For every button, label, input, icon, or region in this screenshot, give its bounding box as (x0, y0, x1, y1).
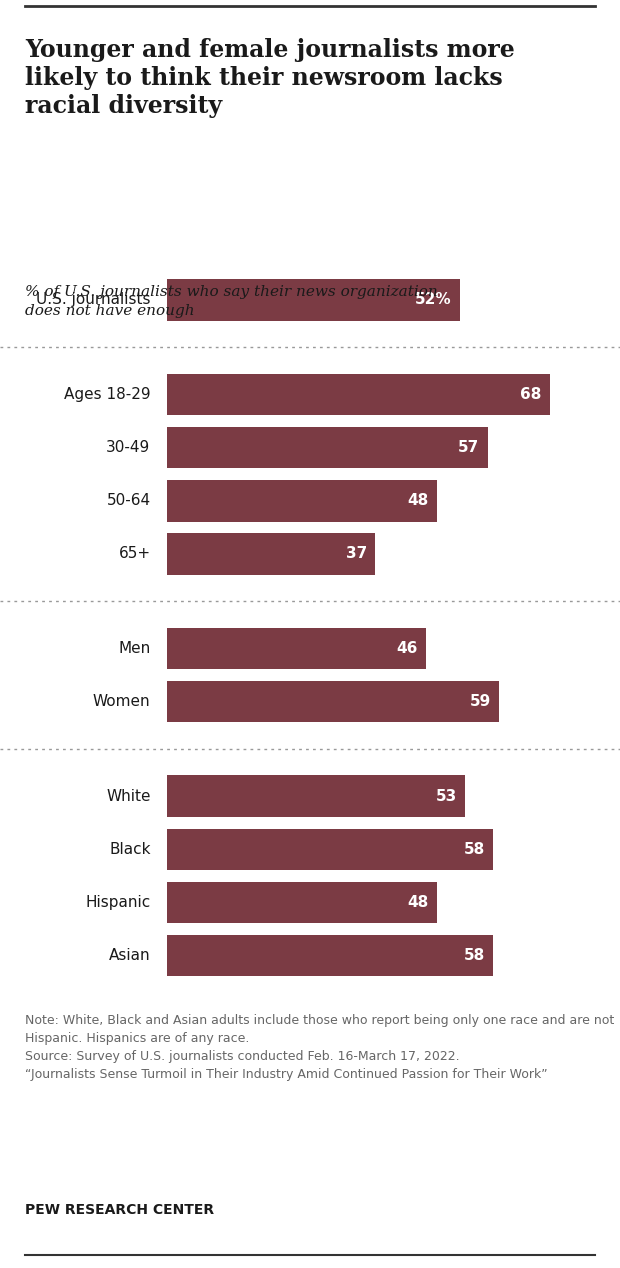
Text: 30-49: 30-49 (106, 440, 151, 455)
Bar (167, 776, 466, 817)
Text: White: White (106, 789, 151, 804)
Text: 68: 68 (520, 387, 541, 402)
Bar (167, 479, 437, 521)
Text: 50-64: 50-64 (107, 493, 151, 508)
Text: Hispanic: Hispanic (86, 895, 151, 910)
Bar (167, 881, 437, 923)
Text: 48: 48 (407, 493, 429, 508)
Text: 53: 53 (436, 789, 457, 804)
Bar (167, 279, 459, 321)
Text: 65+: 65+ (118, 547, 151, 562)
Text: 48: 48 (407, 895, 429, 910)
Text: Black: Black (109, 842, 151, 857)
Text: 59: 59 (469, 694, 490, 709)
Bar (167, 935, 494, 976)
Bar (167, 374, 550, 416)
Text: 58: 58 (464, 842, 485, 857)
Text: 46: 46 (396, 642, 417, 656)
Text: Asian: Asian (109, 948, 151, 962)
Text: Younger and female journalists more
likely to think their newsroom lacks
racial : Younger and female journalists more like… (25, 38, 515, 118)
Text: 57: 57 (458, 440, 479, 455)
Text: Men: Men (118, 642, 151, 656)
Bar (167, 828, 494, 870)
Bar (167, 427, 488, 468)
Bar (167, 681, 499, 723)
Text: Note: White, Black and Asian adults include those who report being only one race: Note: White, Black and Asian adults incl… (25, 1014, 614, 1082)
Text: 37: 37 (346, 547, 367, 562)
Text: % of U.S. journalists who say their news organization
does not have enough: % of U.S. journalists who say their news… (25, 285, 438, 318)
Bar (167, 533, 375, 574)
Bar (167, 628, 426, 670)
Text: 52%: 52% (415, 293, 451, 307)
Text: Ages 18-29: Ages 18-29 (64, 387, 151, 402)
Text: U.S. journalists: U.S. journalists (36, 293, 151, 307)
Text: Women: Women (93, 694, 151, 709)
Text: 58: 58 (464, 948, 485, 962)
Text: PEW RESEARCH CENTER: PEW RESEARCH CENTER (25, 1203, 214, 1217)
